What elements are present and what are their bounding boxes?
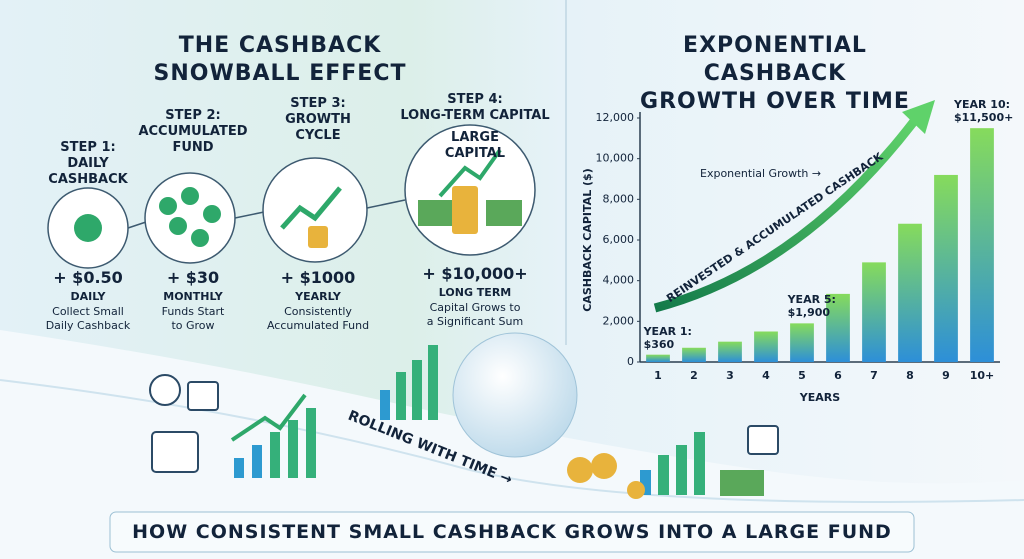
x-tick-label: 1 xyxy=(654,369,662,382)
annotation: Exponential Growth → xyxy=(700,167,821,180)
x-tick-label: 8 xyxy=(906,369,914,382)
coin xyxy=(191,229,209,247)
bar xyxy=(646,354,670,362)
icon-bar xyxy=(306,408,316,478)
coin-stack xyxy=(308,226,328,248)
x-tick-label: 3 xyxy=(726,369,734,382)
bar xyxy=(754,331,778,362)
icon-bar xyxy=(412,360,422,420)
connector xyxy=(127,221,147,229)
bar xyxy=(682,347,706,362)
x-tick-label: 10+ xyxy=(970,369,995,382)
value-label: YEAR 1: $360 xyxy=(643,324,692,351)
panel-title: THE CASHBACK SNOWBALL EFFECT xyxy=(153,33,407,86)
coin xyxy=(567,457,593,483)
bar xyxy=(898,223,922,362)
cash xyxy=(720,470,764,496)
calendar-icon xyxy=(187,381,219,411)
step-description: Consistently Accumulated Fund xyxy=(266,305,370,332)
step-icon xyxy=(144,172,236,264)
coin xyxy=(203,205,221,223)
connector xyxy=(366,199,406,209)
footer-banner: HOW CONSISTENT SMALL CASHBACK GROWS INTO… xyxy=(132,521,892,543)
bar xyxy=(862,262,886,362)
coin xyxy=(169,217,187,235)
step-description: Funds Start to Grow xyxy=(161,305,225,332)
x-axis-label: YEARS xyxy=(799,391,840,404)
x-tick-label: 7 xyxy=(870,369,878,382)
icon-bar xyxy=(396,372,406,420)
x-tick-label: 4 xyxy=(762,369,770,382)
y-tick-label: 4,000 xyxy=(603,274,635,287)
icon-bar xyxy=(288,420,298,478)
y-tick-label: 2,000 xyxy=(603,314,635,327)
x-tick-label: 2 xyxy=(690,369,698,382)
coin xyxy=(74,214,102,242)
connector xyxy=(234,211,265,219)
clock-icon xyxy=(149,374,181,406)
icon-bar xyxy=(428,345,438,420)
step-period: LONG TERM xyxy=(438,286,512,299)
coin-stack xyxy=(452,186,478,234)
trend-arrow xyxy=(653,117,919,313)
step-amount: + $1000 xyxy=(280,268,356,287)
step-amount: + $30 xyxy=(166,268,220,287)
step-badge: LARGE CAPITAL xyxy=(444,130,506,161)
y-tick-label: 10,000 xyxy=(596,152,635,165)
bar xyxy=(934,174,958,362)
step-description: Capital Grows to a Significant Sum xyxy=(426,301,524,328)
step-period: YEARLY xyxy=(295,290,341,303)
banner-box xyxy=(109,511,915,553)
step-heading: STEP 4: LONG-TERM CAPITAL xyxy=(400,92,550,123)
y-tick-label: 8,000 xyxy=(603,192,635,205)
icon-bar xyxy=(270,432,280,478)
coin xyxy=(591,453,617,479)
cash xyxy=(486,200,522,226)
step-period: DAILY xyxy=(70,290,106,303)
coin xyxy=(181,187,199,205)
step-heading: STEP 3: GROWTH CYCLE xyxy=(285,96,351,143)
y-tick-label: 6,000 xyxy=(603,233,635,246)
snowball xyxy=(452,332,578,458)
value-label: YEAR 5: $1,900 xyxy=(787,293,836,320)
icon-bar xyxy=(234,458,244,478)
icon-bar xyxy=(380,390,390,420)
coin xyxy=(159,197,177,215)
icon-bar xyxy=(658,455,669,495)
y-axis-label: CASHBACK CAPITAL ($) xyxy=(581,168,594,312)
bar xyxy=(790,323,814,362)
x-tick-label: 9 xyxy=(942,369,950,382)
step-heading: STEP 1: DAILY CASHBACK xyxy=(48,140,128,187)
icon-bar xyxy=(676,445,687,495)
step-period: MONTHLY xyxy=(163,290,223,303)
y-tick-label: 12,000 xyxy=(596,111,635,124)
calendar-icon xyxy=(747,425,779,455)
calendar-icon xyxy=(151,431,199,473)
x-tick-label: 5 xyxy=(798,369,806,382)
step-icon xyxy=(262,157,368,263)
coin xyxy=(627,481,645,499)
bar xyxy=(970,128,994,362)
step-amount: + $0.50 xyxy=(53,268,123,287)
y-tick-label: 0 xyxy=(627,355,634,368)
arrow-head xyxy=(902,100,935,134)
growth-arrow xyxy=(280,186,342,230)
value-label: YEAR 10: $11,500+ xyxy=(954,98,1014,125)
cash xyxy=(418,200,458,226)
step-heading: STEP 2: ACCUMULATED FUND xyxy=(138,108,248,155)
icon-bar xyxy=(252,445,262,478)
bar xyxy=(718,341,742,362)
growth-arrow xyxy=(438,148,502,198)
icon-bar xyxy=(640,470,651,495)
step-description: Collect Small Daily Cashback xyxy=(45,305,131,332)
x-tick-label: 6 xyxy=(834,369,842,382)
bar xyxy=(826,293,850,362)
step-amount: + $10,000+ xyxy=(422,264,528,283)
growth-arrow xyxy=(230,393,307,442)
icon-bar xyxy=(694,432,705,495)
chart-title: EXPONENTIAL CASHBACK GROWTH OVER TIME xyxy=(640,33,910,114)
